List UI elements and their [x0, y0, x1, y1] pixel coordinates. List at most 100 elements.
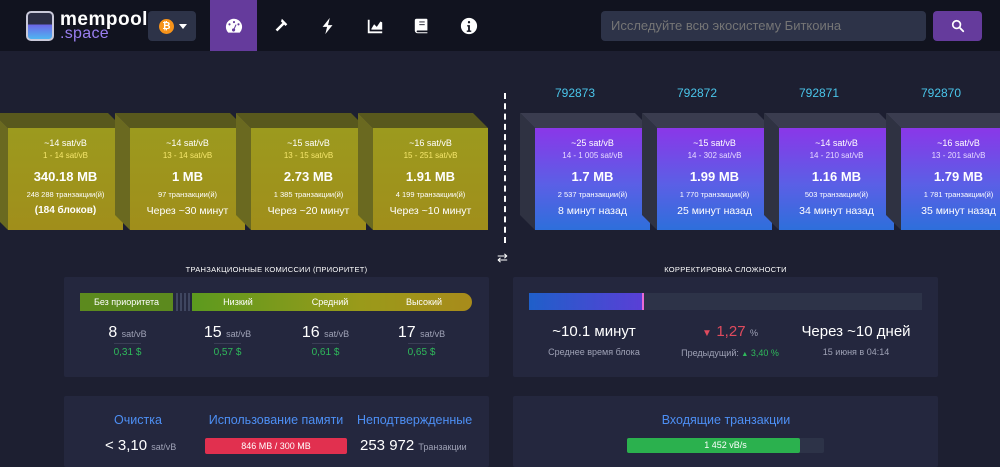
- block-size: 1 MB: [171, 169, 204, 184]
- block-tx-count: 1 770 транзакции(й): [679, 190, 750, 199]
- mempool-block-0[interactable]: ~14 sat/vB 1 - 14 sat/vB 340.18 MB 248 2…: [0, 113, 123, 230]
- mempool-block-3[interactable]: ~16 sat/vB 15 - 251 sat/vB 1.91 MB 4 199…: [358, 113, 488, 230]
- fee-unit: sat/vB: [226, 329, 252, 339]
- block-eta: (184 блоков): [34, 205, 97, 216]
- fee-bar-gap: [176, 293, 190, 311]
- info-icon: [460, 17, 477, 34]
- avg-block-time-label: Среднее время блока: [548, 347, 640, 357]
- block-side: [886, 113, 901, 230]
- block-eta: Через ~20 минут: [267, 205, 350, 217]
- nav-mining[interactable]: [257, 0, 304, 51]
- search-button[interactable]: [933, 11, 982, 41]
- purge-value-wrap: < 3,10 sat/vB: [105, 437, 176, 454]
- block-fee-range: 13 - 14 sat/vB: [162, 151, 213, 160]
- mined-block-3[interactable]: ~16 sat/vB 13 - 201 sat/vB 1.79 MB 1 781…: [886, 113, 1000, 230]
- docs-icon: [414, 18, 427, 33]
- fee-value-medium: 16 sat/vB: [283, 324, 368, 342]
- block-top: [520, 113, 650, 128]
- block-median-fee: ~25 sat/vB: [571, 138, 614, 148]
- bitcoin-icon: ₿: [159, 19, 174, 34]
- logo-subtext: .space: [60, 25, 109, 42]
- difficulty-progress-bar: [529, 293, 922, 310]
- mempool-block-2[interactable]: ~15 sat/vB 13 - 15 sat/vB 2.73 MB 1 385 …: [236, 113, 366, 230]
- unconfirmed-value-wrap: 253 972 Транзакции: [360, 437, 467, 454]
- difficulty-change: ▼ 1,27 % Предыдущий: ▲ 3,40 %: [660, 323, 800, 358]
- block-time-ago: 34 минут назад: [799, 205, 874, 217]
- block-height-link[interactable]: 792871: [798, 86, 840, 100]
- graphs-icon: [367, 19, 382, 33]
- block-median-fee: ~14 sat/vB: [44, 138, 87, 148]
- block-top: [358, 113, 488, 128]
- block-fee-range: 14 - 302 sat/vB: [687, 151, 742, 160]
- search-icon: [951, 19, 964, 33]
- block-tx-count: 1 781 транзакции(й): [923, 190, 994, 199]
- fee-usd-high: 0,65 $: [379, 343, 464, 358]
- purge-label: Очистка: [114, 413, 162, 427]
- block-size: 1.91 MB: [405, 169, 456, 184]
- block-face: ~25 sat/vB 14 - 1 005 sat/vB 1.7 MB 2 53…: [535, 128, 650, 230]
- mined-block-0[interactable]: ~25 sat/vB 14 - 1 005 sat/vB 1.7 MB 2 53…: [520, 113, 650, 230]
- block-median-fee: ~14 sat/vB: [815, 138, 858, 148]
- mined-block-1[interactable]: ~15 sat/vB 14 - 302 sat/vB 1.99 MB 1 770…: [642, 113, 772, 230]
- nav-about[interactable]: [445, 0, 492, 51]
- nav-docs[interactable]: [398, 0, 445, 51]
- swap-arrows-icon[interactable]: ⇄: [497, 250, 508, 265]
- block-median-fee: ~15 sat/vB: [287, 138, 330, 148]
- block-height-link[interactable]: 792873: [554, 86, 596, 100]
- fee-unit: sat/vB: [324, 329, 350, 339]
- block-side: [236, 113, 251, 230]
- block-height-link[interactable]: 792872: [676, 86, 718, 100]
- network-selector-button[interactable]: ₿: [148, 11, 196, 41]
- block-tx-count: 2 537 транзакции(й): [557, 190, 628, 199]
- mempool-block-1[interactable]: ~14 sat/vB 13 - 14 sat/vB 1 MB 97 транза…: [115, 113, 245, 230]
- incoming-tx-label: Входящие транзакции: [661, 413, 791, 427]
- block-side: [358, 113, 373, 230]
- nav-graphs[interactable]: [351, 0, 398, 51]
- block-size: 340.18 MB: [33, 169, 98, 184]
- block-fee-range: 14 - 210 sat/vB: [809, 151, 864, 160]
- dashboard-icon: [225, 18, 242, 33]
- mempool-logo[interactable]: mempool .space: [24, 9, 164, 42]
- avg-block-time-value: ~10.1 минут: [552, 323, 636, 340]
- block-size: 1.16 MB: [811, 169, 862, 184]
- nav-dashboard[interactable]: [210, 0, 257, 51]
- block-height-link[interactable]: 792870: [920, 86, 962, 100]
- block-side: [520, 113, 535, 230]
- block-tx-count: 248 288 транзакции(й): [26, 190, 105, 199]
- fee-usd-low: 0,57 $: [185, 343, 270, 358]
- block-size: 1.79 MB: [933, 169, 984, 184]
- fee-usd-value: 0,65 $: [407, 343, 436, 358]
- fee-priority-bar: Без приоритета Низкий Средний Высокий: [80, 293, 472, 311]
- fee-label-no-priority: Без приоритета: [80, 293, 173, 311]
- fee-number: 15: [203, 324, 222, 341]
- triangle-up-icon: ▲: [741, 351, 749, 358]
- block-size: 1.99 MB: [689, 169, 740, 184]
- block-time-ago: 8 минут назад: [558, 205, 627, 217]
- lightning-icon: [322, 17, 332, 34]
- search-input[interactable]: [601, 11, 926, 41]
- previous-value: 3,40 %: [750, 348, 779, 358]
- block-eta: Через ~30 минут: [146, 205, 229, 217]
- difficulty-section-title: КОРРЕКТИРОВКА СЛОЖНОСТИ: [664, 265, 787, 274]
- mempool-stats-panel: [64, 396, 489, 467]
- fee-usd-value: 0,31 $: [113, 343, 142, 358]
- logo-text: mempool: [60, 9, 148, 30]
- next-adjustment-date: 15 июня в 04:14: [822, 347, 890, 357]
- nav-lightning[interactable]: [304, 0, 351, 51]
- top-navbar: mempool .space ₿: [0, 0, 1000, 51]
- incoming-tx-bar: 1 452 vB/s: [627, 438, 824, 453]
- memory-usage-bar: 846 MB / 300 MB: [205, 438, 347, 454]
- next-adjustment-value: Через ~10 дней: [801, 323, 911, 340]
- block-face: ~15 sat/vB 14 - 302 sat/vB 1.99 MB 1 770…: [657, 128, 772, 230]
- difficulty-progress-fill: [529, 293, 643, 310]
- mined-block-2[interactable]: ~14 sat/vB 14 - 210 sat/vB 1.16 MB 503 т…: [764, 113, 894, 230]
- block-face: ~14 sat/vB 14 - 210 sat/vB 1.16 MB 503 т…: [779, 128, 894, 230]
- block-fee-range: 13 - 201 sat/vB: [931, 151, 986, 160]
- block-tx-count: 1 385 транзакции(й): [273, 190, 344, 199]
- block-face: ~14 sat/vB 13 - 14 sat/vB 1 MB 97 транза…: [130, 128, 245, 230]
- block-fee-range: 1 - 14 sat/vB: [43, 151, 88, 160]
- block-face: ~16 sat/vB 13 - 201 sat/vB 1.79 MB 1 781…: [901, 128, 1000, 230]
- block-size: 2.73 MB: [283, 169, 334, 184]
- block-fee-range: 14 - 1 005 sat/vB: [562, 151, 623, 160]
- blockchain-divider: [504, 93, 506, 243]
